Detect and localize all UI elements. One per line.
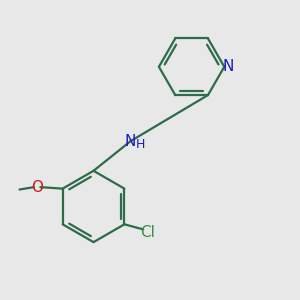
Text: Cl: Cl xyxy=(140,225,155,240)
Text: N: N xyxy=(222,59,234,74)
Text: N: N xyxy=(125,134,136,148)
Text: H: H xyxy=(136,138,145,151)
Text: O: O xyxy=(32,180,44,195)
